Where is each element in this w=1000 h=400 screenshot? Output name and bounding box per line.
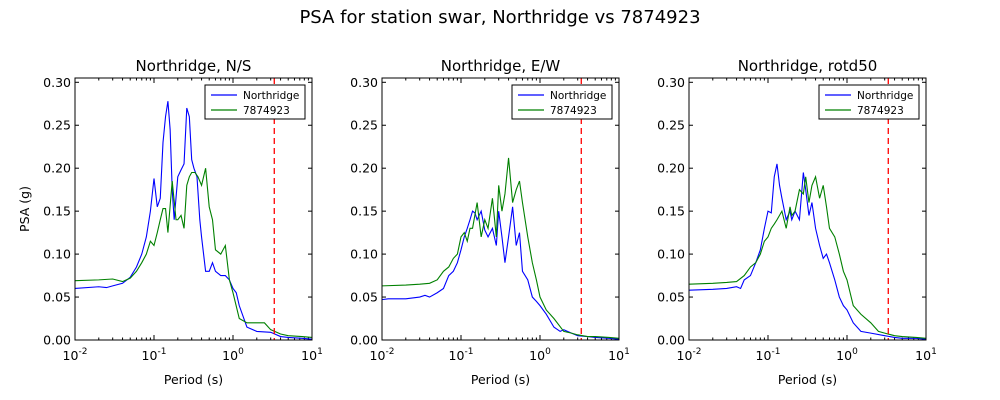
figure-title: PSA for station swar, Northridge vs 7874… [299, 7, 700, 28]
x-tick-base: 10 [142, 348, 158, 363]
y-tick-label: 0.05 [657, 290, 685, 305]
legend: Northridge 7874923 [511, 84, 613, 120]
subplot-title: Northridge, N/S [136, 57, 252, 75]
legend-label: Northridge [857, 90, 913, 102]
x-tick-label: 100 [529, 347, 551, 363]
y-tick-label: 0.10 [657, 247, 685, 262]
legend-label: 7874923 [857, 105, 904, 117]
x-tick-exponent: 0 [852, 347, 858, 357]
x-tick-label: 100 [836, 347, 858, 363]
legend: Northridge 7874923 [818, 84, 920, 120]
series-line-7874923 [382, 157, 619, 339]
legend-box [511, 84, 613, 120]
y-tick-label: 0.05 [350, 290, 378, 305]
legend-box [204, 84, 306, 120]
x-tick-base: 10 [63, 348, 79, 363]
x-tick-label: 10-2 [677, 347, 702, 363]
subplot-title: Northridge, E/W [441, 57, 561, 75]
y-tick-label: 0.20 [657, 161, 685, 176]
series-line-7874923 [75, 168, 312, 338]
x-tick-label: 10-1 [142, 347, 167, 363]
x-tick-label: 10-2 [370, 347, 395, 363]
x-tick-base: 10 [756, 348, 772, 363]
x-axis-label: Period (s) [164, 372, 223, 387]
x-tick-label: 101 [608, 347, 630, 363]
x-tick-exponent: -2 [692, 347, 701, 357]
y-tick-label: 0.05 [43, 290, 71, 305]
series-line-northridge [382, 206, 619, 340]
y-axis-label: PSA (g) [17, 186, 32, 232]
legend-label: Northridge [550, 90, 606, 102]
x-tick-exponent: 0 [545, 347, 551, 357]
y-tick-label: 0.25 [43, 118, 71, 133]
y-tick-label: 0.25 [350, 118, 378, 133]
x-tick-exponent: 0 [238, 347, 244, 357]
y-tick-label: 0.10 [43, 247, 71, 262]
series-line-northridge [689, 163, 926, 340]
x-tick-label: 10-1 [756, 347, 781, 363]
y-tick-label: 0.15 [350, 204, 378, 219]
plot-area [75, 78, 312, 340]
y-tick-label: 0.10 [350, 247, 378, 262]
x-tick-label: 10-1 [449, 347, 474, 363]
x-axis-label: Period (s) [778, 372, 837, 387]
x-tick-base: 10 [677, 348, 693, 363]
x-tick-base: 10 [529, 348, 545, 363]
legend-label: 7874923 [243, 105, 290, 117]
y-tick-label: 0.00 [657, 333, 685, 348]
plot-frame [381, 77, 620, 341]
y-tick-label: 0.30 [350, 75, 378, 90]
y-tick-label: 0.15 [43, 204, 71, 219]
legend: Northridge 7874923 [204, 84, 306, 120]
legend-label: Northridge [243, 90, 299, 102]
y-tick-label: 0.30 [43, 75, 71, 90]
y-tick-label: 0.25 [657, 118, 685, 133]
x-tick-exponent: -2 [385, 347, 394, 357]
x-tick-base: 10 [301, 348, 317, 363]
x-tick-exponent: -1 [464, 347, 473, 357]
y-tick-label: 0.15 [657, 204, 685, 219]
x-tick-base: 10 [608, 348, 624, 363]
x-tick-exponent: -1 [157, 347, 166, 357]
plot-frame [74, 77, 313, 341]
x-axis-label: Period (s) [471, 372, 530, 387]
series-line-7874923 [689, 174, 926, 339]
x-tick-base: 10 [222, 348, 238, 363]
legend-box [818, 84, 920, 120]
x-tick-exponent: -1 [771, 347, 780, 357]
x-tick-exponent: -2 [78, 347, 87, 357]
x-tick-base: 10 [449, 348, 465, 363]
series-line-northridge [75, 101, 312, 340]
x-tick-label: 101 [915, 347, 937, 363]
x-tick-exponent: 1 [624, 347, 630, 357]
x-tick-label: 10-2 [63, 347, 88, 363]
plot-area [689, 78, 926, 340]
x-tick-base: 10 [915, 348, 931, 363]
y-tick-label: 0.00 [43, 333, 71, 348]
x-tick-exponent: 1 [931, 347, 937, 357]
x-tick-base: 10 [370, 348, 386, 363]
x-tick-base: 10 [836, 348, 852, 363]
y-tick-label: 0.30 [657, 75, 685, 90]
subplot-title: Northridge, rotd50 [738, 57, 878, 75]
y-tick-label: 0.20 [350, 161, 378, 176]
y-tick-label: 0.00 [350, 333, 378, 348]
plot-frame [688, 77, 927, 341]
x-tick-label: 100 [222, 347, 244, 363]
x-tick-label: 101 [301, 347, 323, 363]
x-tick-exponent: 1 [317, 347, 323, 357]
y-tick-label: 0.20 [43, 161, 71, 176]
legend-label: 7874923 [550, 105, 597, 117]
